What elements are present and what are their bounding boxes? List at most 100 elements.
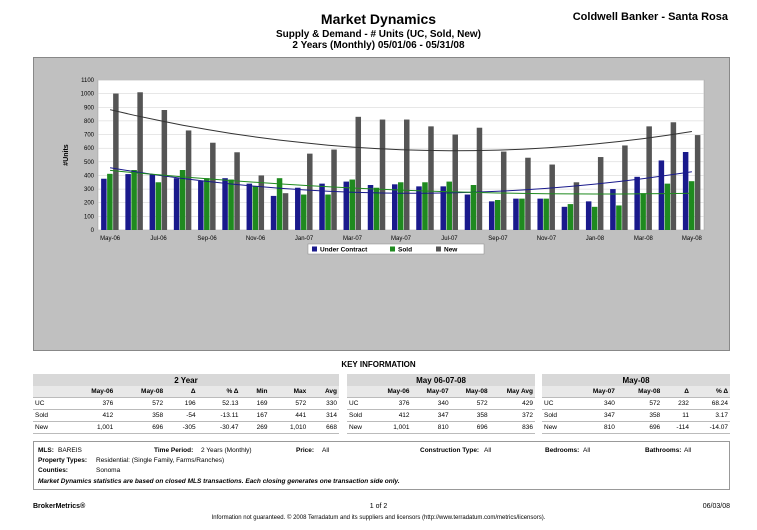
- bar-under-contract: [101, 178, 107, 230]
- page-number: 1 of 2: [369, 503, 388, 510]
- col-header: Δ: [662, 386, 691, 398]
- period-label: Time Period:: [154, 447, 194, 454]
- cell: 376: [372, 397, 412, 410]
- bar-new: [331, 149, 337, 230]
- col-header: Avg: [308, 386, 339, 398]
- cell: 572: [616, 397, 663, 410]
- bar-under-contract: [488, 201, 495, 230]
- col-header: [33, 386, 66, 398]
- col-header: May-06: [65, 386, 116, 398]
- bar-under-contract: [634, 176, 640, 230]
- bar-under-contract: [658, 160, 665, 230]
- col-header: [347, 386, 373, 398]
- may08-table: May-08 May-07 May-08 Δ % Δ UC 340 572 23…: [542, 374, 730, 434]
- cell: -305: [165, 421, 198, 434]
- x-tick-label: May-06: [100, 236, 121, 242]
- y-tick-label: 0: [91, 228, 95, 234]
- bar-sold: [349, 179, 356, 230]
- bar-sold: [107, 173, 113, 230]
- x-tick-label: May-07: [391, 236, 412, 242]
- report-title: Market Dynamics: [320, 11, 437, 27]
- cell: 412: [65, 409, 116, 422]
- bar-sold: [519, 198, 525, 230]
- bar-under-contract: [610, 189, 616, 230]
- cell: 269: [240, 421, 270, 434]
- legend-label: Sold: [398, 247, 412, 254]
- x-tick-label: Sep-06: [197, 236, 217, 242]
- bar-sold: [155, 182, 162, 230]
- row-label: UC: [347, 397, 373, 410]
- row-label: UC: [542, 397, 572, 410]
- x-tick-label: Jan-08: [586, 236, 605, 242]
- trend-line-under-contract: [110, 167, 692, 194]
- may-compare-table: May 06-07-08 May-06 May-07 May-08 May Av…: [347, 374, 535, 434]
- counties-label: Counties:: [38, 467, 68, 474]
- bar-new: [234, 152, 240, 230]
- cell: 347: [411, 409, 451, 422]
- bar-sold: [640, 193, 646, 230]
- col-header: May Avg: [489, 386, 535, 398]
- bar-sold: [398, 182, 404, 230]
- cell: -114: [662, 421, 691, 434]
- property-types-value: Residential: (Single Family, Farms/Ranch…: [96, 457, 225, 464]
- bar-under-contract: [149, 174, 156, 230]
- cell: 1,010: [269, 421, 309, 434]
- bar-under-contract: [513, 198, 519, 230]
- col-header: May-08: [115, 386, 166, 398]
- bar-sold: [204, 178, 210, 230]
- bar-under-contract: [295, 187, 301, 230]
- cell: 668: [308, 421, 339, 434]
- chart-panel: 0 100 200 300 400 500 600 700 800 900 1000 1100 #Uni…: [33, 57, 730, 351]
- bar-sold: [494, 200, 501, 230]
- cell: 358: [616, 409, 663, 422]
- legend-label: Under Contract: [320, 247, 368, 254]
- row-label: New: [33, 421, 66, 434]
- col-header: Max: [269, 386, 309, 398]
- cell: 314: [308, 409, 339, 422]
- legend-swatch: [390, 246, 395, 252]
- trend-line-new: [109, 109, 692, 152]
- bar-new: [137, 92, 143, 230]
- bar-new: [622, 145, 628, 230]
- y-tick-label: 900: [84, 105, 95, 111]
- may-compare-group-header: May 06-07-08: [347, 374, 535, 386]
- cell: 330: [308, 397, 339, 410]
- bathrooms-label: Bathrooms:: [645, 447, 682, 454]
- price-value: All: [322, 447, 330, 454]
- bar-sold: [325, 194, 331, 230]
- bar-sold: [591, 206, 598, 230]
- cell: -14.07: [690, 421, 730, 434]
- y-tick-label: 200: [84, 201, 95, 207]
- legend-swatch: [436, 246, 441, 252]
- cell: 3.17: [690, 409, 730, 422]
- x-tick-label: May-08: [682, 236, 703, 242]
- col-header: Min: [240, 386, 270, 398]
- bar-new: [476, 127, 483, 230]
- y-tick-label: 100: [84, 214, 95, 220]
- period-value: 2 Years (Monthly): [201, 447, 252, 454]
- bar-new: [355, 116, 362, 230]
- bar-new: [210, 142, 216, 230]
- cell: 340: [571, 397, 617, 410]
- mls-label: MLS:: [38, 447, 54, 454]
- cell: 340: [411, 397, 451, 410]
- legend-box: [307, 243, 485, 255]
- cell: 167: [240, 409, 270, 422]
- col-header: May-07: [571, 386, 617, 398]
- bar-sold: [543, 198, 549, 230]
- bar-new: [549, 164, 555, 230]
- bar-new: [694, 135, 701, 230]
- bar-under-contract: [561, 206, 568, 230]
- subtitle-line-1: Supply & Demand - # Units (UC, Sold, New…: [275, 29, 481, 40]
- row-label: UC: [33, 397, 66, 410]
- x-tick-label: Jul-07: [441, 236, 458, 242]
- bar-sold: [131, 170, 137, 230]
- table-row: UC 376 572 196 52.13 169 572 330: [33, 397, 339, 410]
- cell: 358: [115, 409, 166, 422]
- bar-under-contract: [440, 186, 446, 230]
- bar-under-contract: [367, 185, 374, 230]
- cell: 68.24: [690, 397, 730, 410]
- cell: -30.47: [197, 421, 241, 434]
- y-tick-label: 1100: [81, 78, 95, 84]
- bar-new: [185, 130, 192, 230]
